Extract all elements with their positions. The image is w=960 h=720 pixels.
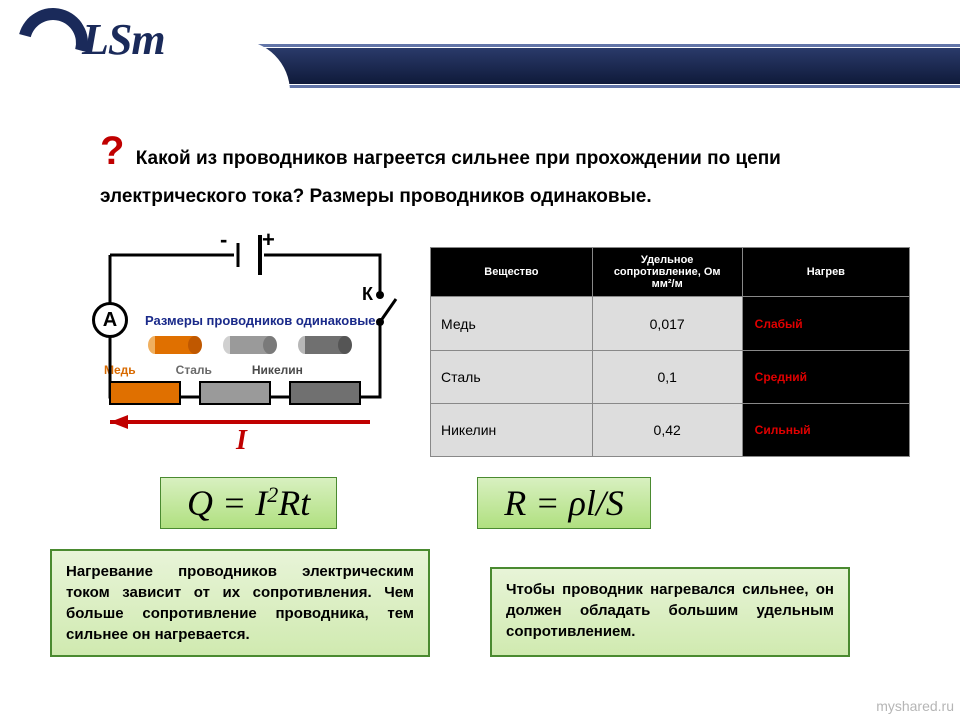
formulas-row: Q = I2Rt R = ρl/S: [160, 477, 910, 529]
resistivity-table: Вещество Удельное сопротивление, Ом мм²/…: [430, 247, 910, 457]
cell-substance: Никелин: [431, 404, 593, 457]
table-header-row: Вещество Удельное сопротивление, Ом мм²/…: [431, 248, 910, 297]
table-header: Удельное сопротивление, Ом мм²/м: [592, 248, 742, 297]
note-resistivity: Чтобы проводник нагревался сильнее, он д…: [490, 567, 850, 657]
conductor-top-nickelin: [298, 336, 352, 354]
cell-substance: Медь: [431, 297, 593, 350]
conductor-top-copper: [148, 336, 202, 354]
circuit-svg: [50, 227, 400, 457]
table-header: Нагрев: [742, 248, 909, 297]
table-row: Сталь 0,1 Средний: [431, 350, 910, 403]
cell-rho: 0,1: [592, 350, 742, 403]
watermark: myshared.ru: [876, 698, 954, 714]
cell-substance: Сталь: [431, 350, 593, 403]
notes-row: Нагревание проводников электрическим ток…: [50, 549, 910, 657]
main-row: - + А К Размеры проводников одинаковые. …: [50, 227, 910, 457]
conductor-top-steel: [223, 336, 277, 354]
brand-text: LSm: [82, 14, 165, 65]
header-banner: LSm: [0, 0, 960, 90]
formula-heat: Q = I2Rt: [160, 477, 337, 529]
slide-content: ? Какой из проводников нагреется сильнее…: [0, 120, 960, 657]
table-row: Медь 0,017 Слабый: [431, 297, 910, 350]
question-text: ? Какой из проводников нагреется сильнее…: [100, 120, 880, 211]
cell-rho: 0,42: [592, 404, 742, 457]
circuit-diagram: - + А К Размеры проводников одинаковые. …: [50, 227, 400, 457]
cell-heat: Сильный: [742, 404, 909, 457]
formula-resistance: R = ρl/S: [477, 477, 651, 529]
cell-rho: 0,017: [592, 297, 742, 350]
logo: LSm: [0, 0, 165, 78]
cell-heat: Средний: [742, 350, 909, 403]
question-mark-icon: ?: [100, 129, 124, 173]
note-heating: Нагревание проводников электрическим ток…: [50, 549, 430, 657]
cell-heat: Слабый: [742, 297, 909, 350]
table-header: Вещество: [431, 248, 593, 297]
current-label: I: [236, 425, 247, 457]
question-body: Какой из проводников нагреется сильнее п…: [100, 148, 781, 207]
table-row: Никелин 0,42 Сильный: [431, 404, 910, 457]
